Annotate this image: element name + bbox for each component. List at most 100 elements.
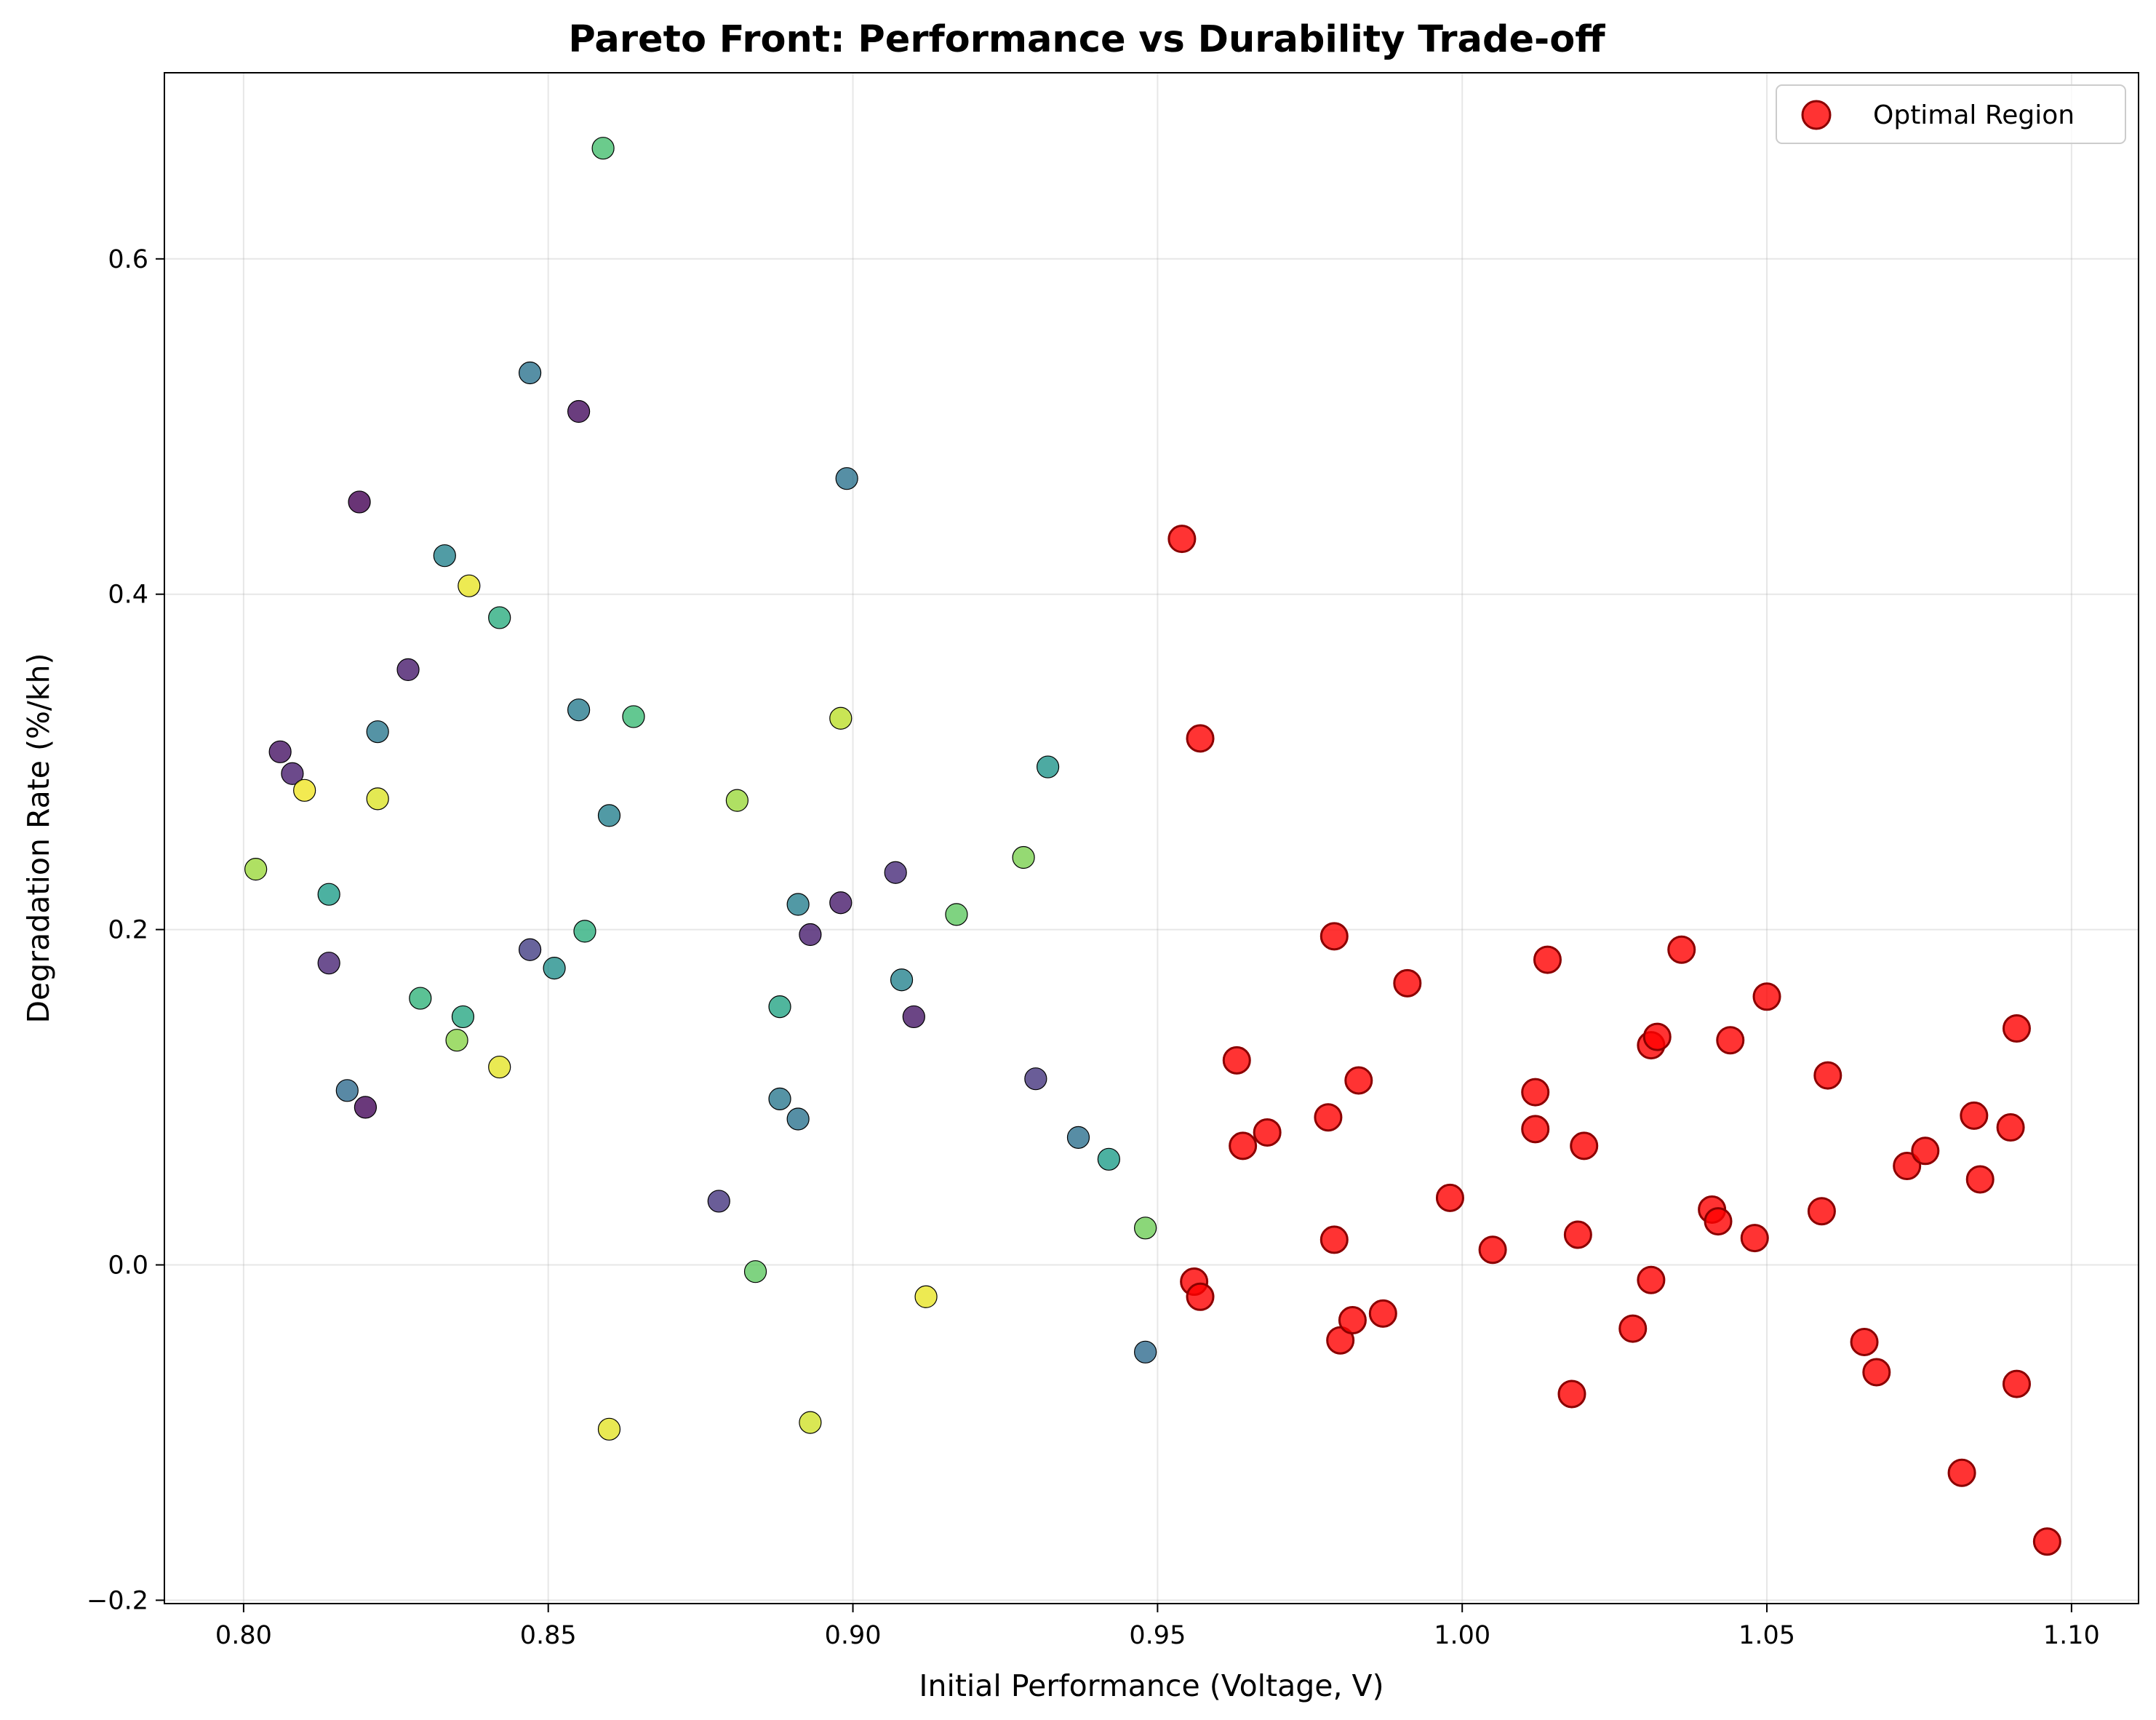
- x-tick-label: 0.90: [825, 1621, 882, 1650]
- optimal-point: [1368, 1299, 1397, 1328]
- scatter-point: [518, 938, 542, 961]
- scatter-point: [622, 705, 645, 728]
- scatter-point: [835, 467, 858, 490]
- legend: Optimal Region: [1776, 84, 2126, 144]
- data-points: [244, 137, 2061, 1556]
- y-tick-label: −0.2: [87, 1586, 148, 1615]
- optimal-point: [1850, 1327, 1879, 1356]
- scatter-point: [366, 720, 389, 744]
- scatter-point: [451, 1005, 475, 1029]
- optimal-point: [1533, 945, 1562, 974]
- optimal-point: [1253, 1118, 1282, 1147]
- scatter-point: [458, 574, 481, 597]
- optimal-point: [1319, 1225, 1349, 1254]
- y-tick-label: 0.4: [108, 581, 148, 610]
- x-tick-label: 1.00: [1434, 1621, 1490, 1650]
- optimal-point: [1435, 1183, 1464, 1212]
- legend-marker: [1801, 100, 1832, 130]
- y-axis-label: Degradation Rate (%/kh): [21, 653, 56, 1023]
- optimal-point: [2032, 1527, 2061, 1556]
- scatter-point: [317, 952, 340, 975]
- optimal-point: [1570, 1131, 1599, 1160]
- legend-label: Optimal Region: [1873, 100, 2075, 130]
- y-tick-label: 0.6: [108, 245, 148, 274]
- optimal-point: [1229, 1131, 1258, 1160]
- optimal-point: [1393, 968, 1422, 998]
- y-axis-ticks: −0.2 0.0 0.2 0.4 0.6: [87, 245, 164, 1615]
- scatter-point: [884, 861, 907, 884]
- optimal-point: [1813, 1061, 1842, 1090]
- y-tick-label: 0.2: [108, 916, 148, 945]
- optimal-point: [1893, 1152, 1922, 1181]
- scatter-point: [244, 858, 268, 881]
- scatter-point: [348, 490, 371, 514]
- scatter-point: [1134, 1217, 1157, 1240]
- scatter-point: [293, 779, 316, 802]
- optimal-point: [1667, 935, 1696, 964]
- scatter-point: [488, 606, 511, 629]
- optimal-point: [1960, 1101, 1989, 1130]
- scatter-point: [890, 968, 914, 992]
- scatter-point: [396, 658, 420, 681]
- scatter-point: [945, 903, 968, 926]
- scatter-point: [786, 1107, 810, 1131]
- legend-box: [1776, 84, 2126, 144]
- scatter-point: [786, 893, 810, 916]
- optimal-point: [1642, 1022, 1672, 1051]
- optimal-point: [1557, 1379, 1586, 1409]
- scatter-point: [518, 361, 542, 385]
- scatter-point: [725, 789, 748, 812]
- optimal-point: [1222, 1046, 1251, 1075]
- optimal-point: [1338, 1306, 1367, 1335]
- scatter-point: [707, 1190, 730, 1213]
- scatter-point: [591, 137, 615, 160]
- scatter-point: [573, 920, 596, 943]
- scatter-point: [1036, 755, 1060, 779]
- scatter-point: [335, 1079, 359, 1102]
- scatter-point: [768, 1087, 791, 1110]
- scatter-point: [543, 956, 566, 980]
- x-tick-label: 0.85: [520, 1621, 577, 1650]
- optimal-point: [1186, 724, 1215, 753]
- x-axis-label: Initial Performance (Voltage, V): [919, 1668, 1384, 1703]
- x-tick-label: 0.80: [215, 1621, 272, 1650]
- scatter-point: [1134, 1340, 1157, 1363]
- scatter-point: [1012, 845, 1035, 869]
- y-tick-label: 0.0: [108, 1251, 148, 1280]
- optimal-point: [1740, 1224, 1769, 1253]
- optimal-point: [1716, 1026, 1745, 1055]
- scatter-point: [1097, 1147, 1120, 1171]
- scatter-point: [366, 787, 389, 811]
- optimal-point: [1947, 1458, 1976, 1487]
- optimal-point: [1807, 1197, 1836, 1226]
- scatter-point: [829, 706, 853, 730]
- optimal-point: [1996, 1113, 2025, 1142]
- scatter-point: [768, 995, 791, 1019]
- scatter-point: [829, 891, 853, 915]
- scatter-point: [433, 544, 456, 568]
- chart-title: Pareto Front: Performance vs Durability …: [568, 18, 1605, 61]
- scatter-point: [902, 1005, 925, 1029]
- gridlines: [164, 73, 2139, 1604]
- optimal-point: [2002, 1014, 2031, 1043]
- scatter-point: [799, 1411, 822, 1434]
- scatter-point: [567, 399, 591, 423]
- optimal-point: [1186, 1282, 1215, 1311]
- optimal-point: [1563, 1220, 1592, 1249]
- x-axis-ticks: 0.80 0.85 0.90 0.95 1.00 1.05 1.10: [215, 1604, 2100, 1650]
- x-tick-label: 1.05: [1738, 1621, 1795, 1650]
- optimal-point: [1965, 1165, 1995, 1194]
- optimal-point: [1319, 922, 1349, 951]
- scatter-point: [799, 923, 822, 947]
- plot-frame: [164, 72, 2139, 1604]
- scatter-point: [409, 987, 432, 1010]
- scatter-point: [488, 1055, 511, 1079]
- scatter-point: [354, 1096, 378, 1119]
- scatter-point: [743, 1260, 767, 1283]
- scatter-point: [1024, 1067, 1047, 1091]
- optimal-point: [1618, 1314, 1648, 1343]
- x-tick-label: 0.95: [1129, 1621, 1186, 1650]
- optimal-point: [1344, 1066, 1373, 1095]
- scatter-point: [317, 883, 340, 906]
